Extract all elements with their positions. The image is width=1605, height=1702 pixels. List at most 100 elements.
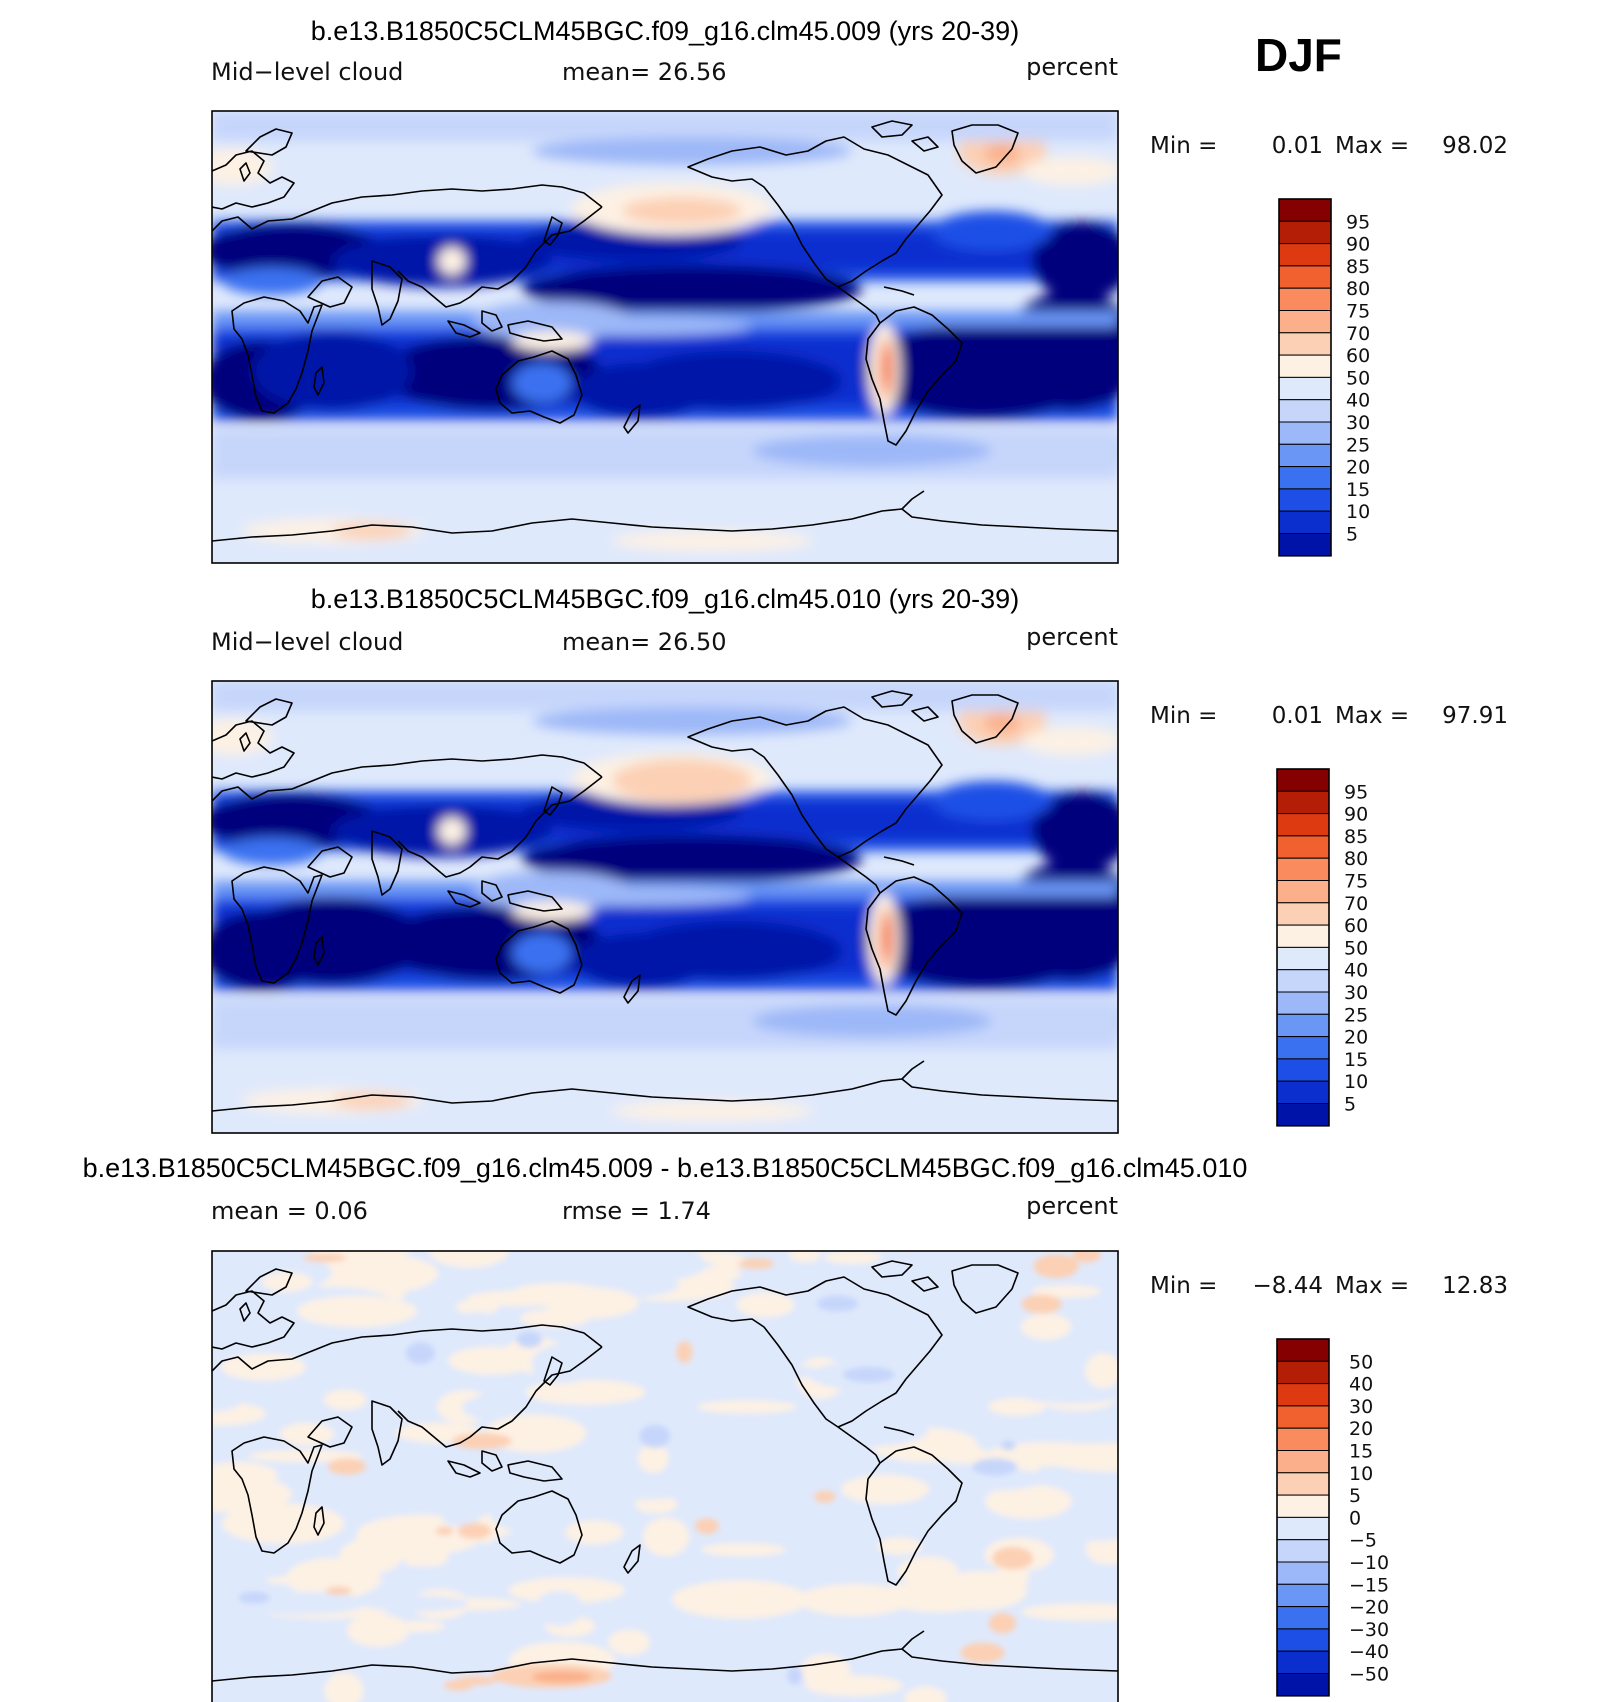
colorbar-label: −10 [1349, 1552, 1389, 1574]
colorbar-label: 70 [1346, 323, 1370, 345]
units-label: percent [1026, 53, 1118, 81]
map-field [212, 1251, 1118, 1702]
colorbar-label: 30 [1349, 1396, 1373, 1418]
colorbar-box [1276, 857, 1330, 882]
colorbar-label: 20 [1349, 1418, 1373, 1440]
colorbar-label: −15 [1349, 1574, 1389, 1596]
map-field [212, 111, 1118, 563]
map-frame [211, 110, 1119, 564]
colorbar-label: 95 [1344, 781, 1368, 803]
colorbar-label: 60 [1344, 915, 1368, 937]
colorbar-box [1276, 1103, 1330, 1127]
colorbar-box [1276, 1628, 1330, 1652]
colorbar-box [1276, 1516, 1330, 1541]
colorbar-box [1276, 813, 1330, 837]
colorbar-box [1276, 1338, 1330, 1362]
colorbar-label: 5 [1346, 524, 1358, 546]
colorbar-label: 30 [1346, 412, 1370, 434]
colorbar-box [1276, 835, 1330, 859]
min-label: Min = [1150, 1273, 1217, 1299]
colorbar-label: 40 [1344, 960, 1368, 982]
units-label: percent [1026, 1192, 1118, 1220]
colorbar-box [1278, 220, 1332, 245]
colorbar-box [1276, 790, 1330, 815]
colorbar-label: 40 [1349, 1374, 1373, 1396]
min-value: −8.44 [1253, 1273, 1323, 1299]
colorbar-label: 0 [1349, 1507, 1361, 1529]
colorbar-box [1278, 376, 1332, 401]
colorbar-box [1278, 265, 1332, 289]
colorbar-box [1276, 902, 1330, 926]
colorbar-label: 70 [1344, 893, 1368, 915]
colorbar-label: 80 [1346, 278, 1370, 300]
colorbar-label: 15 [1346, 479, 1370, 501]
colorbar-box [1278, 354, 1332, 378]
colorbar-box [1278, 332, 1332, 356]
colorbar-box [1276, 1450, 1330, 1474]
colorbar-label: 90 [1346, 234, 1370, 256]
map-panel: b.e13.B1850C5CLM45BGC.f09_g16.clm45.010 … [211, 584, 1508, 1134]
colorbar-label: 75 [1346, 301, 1370, 323]
colorbar-label: 5 [1349, 1485, 1361, 1507]
variable-label: Mid−level cloud [211, 58, 403, 86]
colorbar-box [1278, 399, 1332, 423]
map-panel: b.e13.B1850C5CLM45BGC.f09_g16.clm45.009 … [211, 16, 1508, 564]
colorbar-box [1276, 768, 1330, 792]
colorbar-box [1276, 1494, 1330, 1518]
colorbar-box [1276, 1673, 1330, 1697]
season-label: DJF [1255, 29, 1342, 81]
max-label: Max = [1335, 1273, 1409, 1299]
colorbar-box [1278, 533, 1332, 557]
units-label: percent [1026, 623, 1118, 651]
min-label: Min = [1150, 703, 1217, 729]
min-value: 0.01 [1272, 703, 1323, 729]
colorbar-box [1276, 991, 1330, 1015]
colorbar-label: 75 [1344, 871, 1368, 893]
colorbar-box [1278, 310, 1332, 334]
min-value: 0.01 [1272, 133, 1323, 159]
colorbar-label: −20 [1349, 1597, 1389, 1619]
map-frame [211, 1250, 1119, 1702]
colorbar-box [1278, 287, 1332, 312]
colorbar-box [1276, 1606, 1330, 1630]
colorbar-box [1276, 924, 1330, 948]
colorbar-box [1276, 1013, 1330, 1038]
panel-title: b.e13.B1850C5CLM45BGC.f09_g16.clm45.010 … [311, 584, 1019, 614]
colorbar-box [1276, 1080, 1330, 1104]
colorbar-label: 60 [1346, 345, 1370, 367]
colorbar-label: 25 [1344, 1004, 1368, 1026]
colorbar-label: 50 [1344, 937, 1368, 959]
colorbar-label: 50 [1349, 1351, 1373, 1373]
colorbar-label: 25 [1346, 434, 1370, 456]
colorbar-label: 30 [1344, 982, 1368, 1004]
mean-label: mean= 26.56 [562, 58, 727, 86]
colorbar-box [1276, 946, 1330, 971]
max-label: Max = [1335, 703, 1409, 729]
colorbar-label: 5 [1344, 1094, 1356, 1116]
variable-label: mean = 0.06 [211, 1197, 368, 1225]
colorbar-label: 50 [1346, 367, 1370, 389]
panel-title: b.e13.B1850C5CLM45BGC.f09_g16.clm45.009 … [311, 16, 1019, 46]
colorbar-box [1276, 1583, 1330, 1608]
colorbar-box [1278, 488, 1332, 512]
colorbar-box [1276, 1058, 1330, 1082]
colorbar-box [1276, 969, 1330, 993]
max-value: 98.02 [1442, 133, 1508, 159]
colorbar-label: 80 [1344, 848, 1368, 870]
colorbar-box [1278, 421, 1332, 445]
colorbar-box [1276, 1472, 1330, 1496]
colorbar-box [1276, 1383, 1330, 1407]
colorbar-box [1276, 1539, 1330, 1563]
max-label: Max = [1335, 133, 1409, 159]
colorbar-label: 15 [1349, 1441, 1373, 1463]
colorbar-label: −50 [1349, 1664, 1389, 1686]
colorbar-label: −30 [1349, 1619, 1389, 1641]
colorbar-box [1276, 1561, 1330, 1585]
colorbar-box [1276, 1360, 1330, 1385]
colorbar-box [1278, 443, 1332, 468]
colorbar-label: 20 [1346, 457, 1370, 479]
colorbar-label: 10 [1349, 1463, 1373, 1485]
